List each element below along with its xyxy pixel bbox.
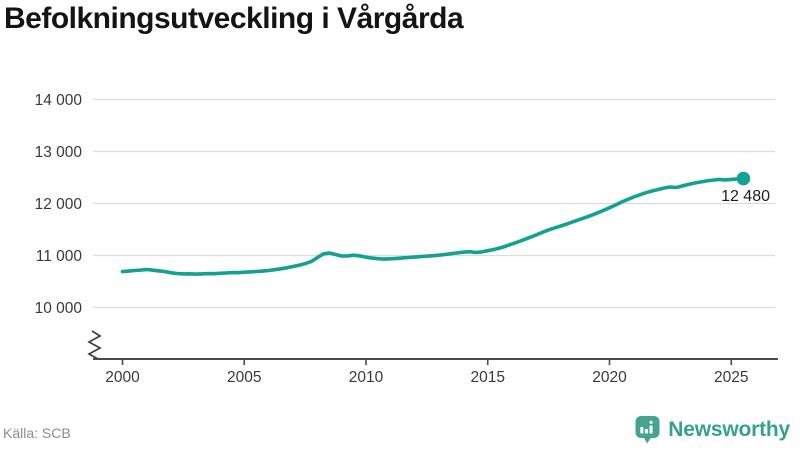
x-axis-label: 2005 — [227, 369, 261, 386]
newsworthy-logo: Newsworthy — [634, 415, 790, 444]
x-axis-label: 2015 — [471, 369, 505, 386]
newsworthy-chart-bubble-icon — [635, 416, 660, 444]
y-axis-break-icon — [87, 330, 102, 360]
last-value-annotation: 12 480 — [721, 188, 770, 205]
x-axis-label: 2000 — [105, 369, 140, 386]
last-value-dot — [736, 171, 751, 186]
x-axis-label: 2020 — [592, 369, 627, 386]
y-axis-label: 13 000 — [35, 144, 83, 161]
y-axis-label: 10 000 — [35, 300, 83, 317]
population-line — [120, 176, 746, 276]
newsworthy-wordmark: Newsworthy — [668, 417, 790, 441]
y-axis-label: 12 000 — [35, 196, 83, 213]
source-label: Källa: SCB — [3, 425, 71, 441]
x-axis-label: 2010 — [349, 369, 384, 386]
x-axis-label: 2025 — [714, 369, 748, 386]
y-axis-label: 14 000 — [35, 92, 83, 109]
y-axis-label: 11 000 — [36, 248, 83, 265]
chart-title: Befolkningsutveckling i Vårgårda — [4, 2, 464, 35]
